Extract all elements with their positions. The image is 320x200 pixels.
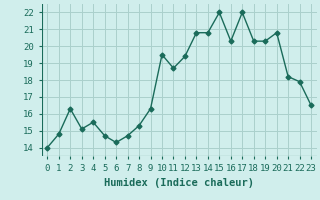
X-axis label: Humidex (Indice chaleur): Humidex (Indice chaleur) bbox=[104, 178, 254, 188]
